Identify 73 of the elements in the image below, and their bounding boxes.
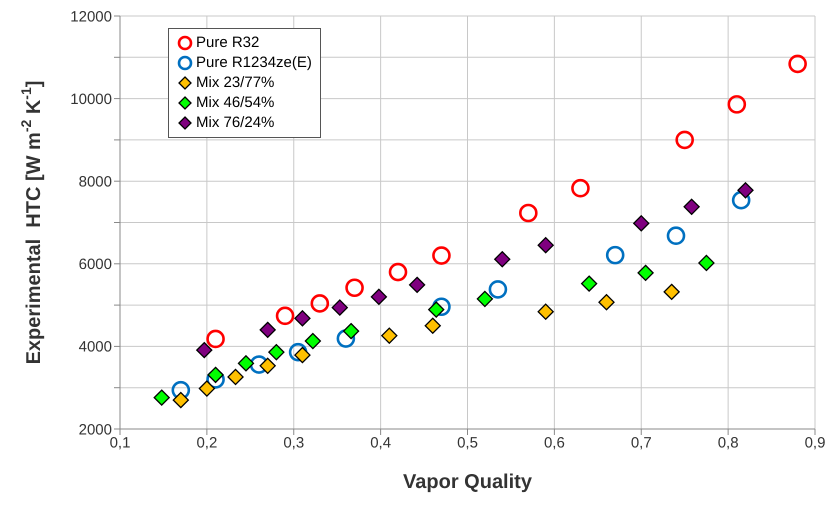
point — [788, 54, 807, 74]
x-tick-label: 0,1 — [110, 434, 130, 452]
x-tick-label: 0,4 — [370, 434, 392, 452]
point — [388, 262, 408, 282]
legend-label: Pure R1234ze(E) — [196, 53, 312, 73]
point — [250, 355, 268, 374]
x-tick-label: 0,5 — [457, 434, 478, 452]
point — [198, 380, 216, 397]
point — [488, 280, 508, 299]
point — [345, 278, 364, 298]
legend-label: Mix 23/77% — [196, 73, 274, 93]
x-axis-title: Vapor Quality — [403, 471, 533, 493]
x-tick-label: 0,6 — [544, 434, 565, 452]
point — [196, 342, 212, 358]
point — [728, 95, 746, 114]
point — [268, 344, 285, 360]
y-tick-label: 10000 — [70, 90, 112, 108]
point — [432, 246, 451, 265]
legend-label: Pure R32 — [196, 33, 260, 53]
y-tick-label: 6000 — [78, 256, 112, 274]
point — [172, 380, 190, 400]
point — [494, 251, 510, 268]
point — [238, 355, 254, 372]
y-tick-label: 8000 — [78, 174, 112, 191]
point — [737, 182, 754, 198]
point — [476, 290, 494, 308]
point — [683, 198, 700, 215]
x-tick-label: 0,2 — [196, 434, 218, 452]
point — [428, 301, 444, 318]
point — [666, 226, 686, 246]
x-tick-label: 0,7 — [630, 434, 652, 452]
point — [332, 299, 348, 316]
point — [424, 318, 441, 334]
point — [154, 389, 170, 406]
point — [519, 204, 538, 222]
point — [227, 368, 244, 386]
point — [294, 310, 311, 326]
point — [698, 254, 715, 272]
point — [288, 342, 308, 362]
point — [310, 294, 330, 313]
point — [342, 322, 360, 340]
y-tick-label: 4000 — [78, 338, 112, 356]
point — [207, 366, 224, 384]
point — [381, 328, 398, 344]
point — [432, 297, 451, 316]
point — [580, 275, 598, 292]
point — [606, 246, 624, 264]
x-tick-label: 0,9 — [804, 434, 826, 452]
point — [294, 346, 311, 364]
y-tick-label: 2000 — [78, 421, 112, 438]
point — [260, 358, 276, 374]
point — [304, 332, 322, 350]
x-tick-label: 0,3 — [283, 434, 304, 452]
point — [538, 237, 554, 254]
point — [664, 284, 680, 300]
point — [598, 294, 615, 310]
point — [408, 276, 426, 294]
point — [571, 178, 590, 198]
point — [633, 215, 650, 232]
legend-label: Mix 76/24% — [196, 113, 274, 133]
point — [336, 329, 356, 348]
point — [732, 190, 750, 210]
point — [675, 130, 694, 150]
point — [172, 392, 189, 408]
x-tick-label: 0,8 — [718, 434, 739, 452]
point — [370, 288, 388, 305]
point — [206, 330, 225, 348]
legend-label: Mix 46/54% — [196, 93, 274, 113]
point — [538, 304, 554, 320]
point — [276, 306, 294, 326]
point — [260, 322, 276, 338]
point — [637, 264, 654, 282]
y-tick-label: 12000 — [70, 8, 112, 26]
